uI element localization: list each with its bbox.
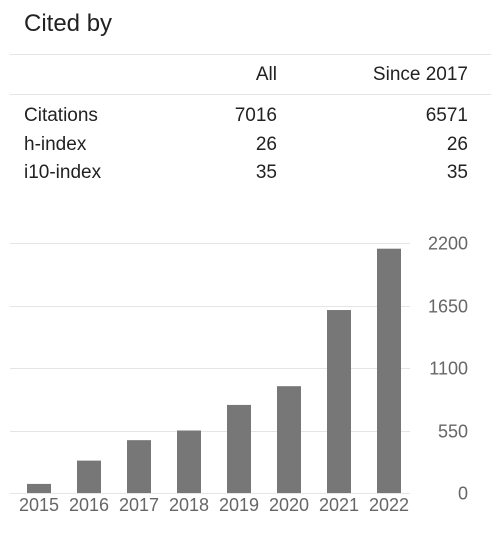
bar-2015[interactable] (27, 483, 51, 493)
y-tick-label: 0 (458, 484, 468, 504)
h-index-since-value: 26 (446, 134, 468, 155)
column-header-all: All (255, 64, 277, 85)
y-tick-label: 2200 (428, 234, 468, 254)
y-tick-label: 1100 (429, 359, 468, 379)
panel-title: Cited by (24, 10, 113, 37)
x-tick-label: 2020 (269, 495, 309, 515)
column-header-since-2017: Since 2017 (372, 64, 468, 85)
x-tick-label: 2019 (219, 495, 259, 515)
x-tick-label: 2018 (169, 495, 209, 515)
i10-index-since-value: 35 (446, 162, 468, 183)
bar-2017[interactable] (127, 440, 151, 493)
x-tick-label: 2015 (19, 495, 59, 515)
bar-2020[interactable] (277, 386, 301, 493)
x-tick-label: 2016 (69, 495, 109, 515)
citations-since-value: 6571 (425, 105, 468, 126)
y-tick-label: 550 (438, 422, 468, 442)
bar-2022[interactable] (377, 248, 401, 493)
citations-all-value: 7016 (234, 105, 277, 126)
x-tick-label: 2022 (369, 495, 409, 515)
row-label-i10-index[interactable]: i10-index (24, 162, 102, 183)
i10-index-all-value: 35 (255, 162, 277, 183)
y-tick-label: 1650 (428, 297, 468, 317)
bar-2019[interactable] (227, 404, 251, 493)
h-index-all-value: 26 (255, 134, 277, 155)
bar-2018[interactable] (177, 430, 201, 494)
header-divider-top (10, 54, 491, 55)
x-tick-label: 2021 (319, 495, 359, 515)
header-divider-bottom (10, 94, 491, 95)
x-tick-label: 2017 (119, 495, 159, 515)
bar-2016[interactable] (77, 460, 101, 493)
row-label-h-index[interactable]: h-index (24, 134, 87, 155)
bar-2021[interactable] (327, 310, 351, 493)
row-label-citations[interactable]: Citations (24, 105, 98, 126)
citations-per-year-chart: 0 550 1100 1650 2200 2015 2016 2017 2018 2019 2020… (10, 234, 468, 515)
